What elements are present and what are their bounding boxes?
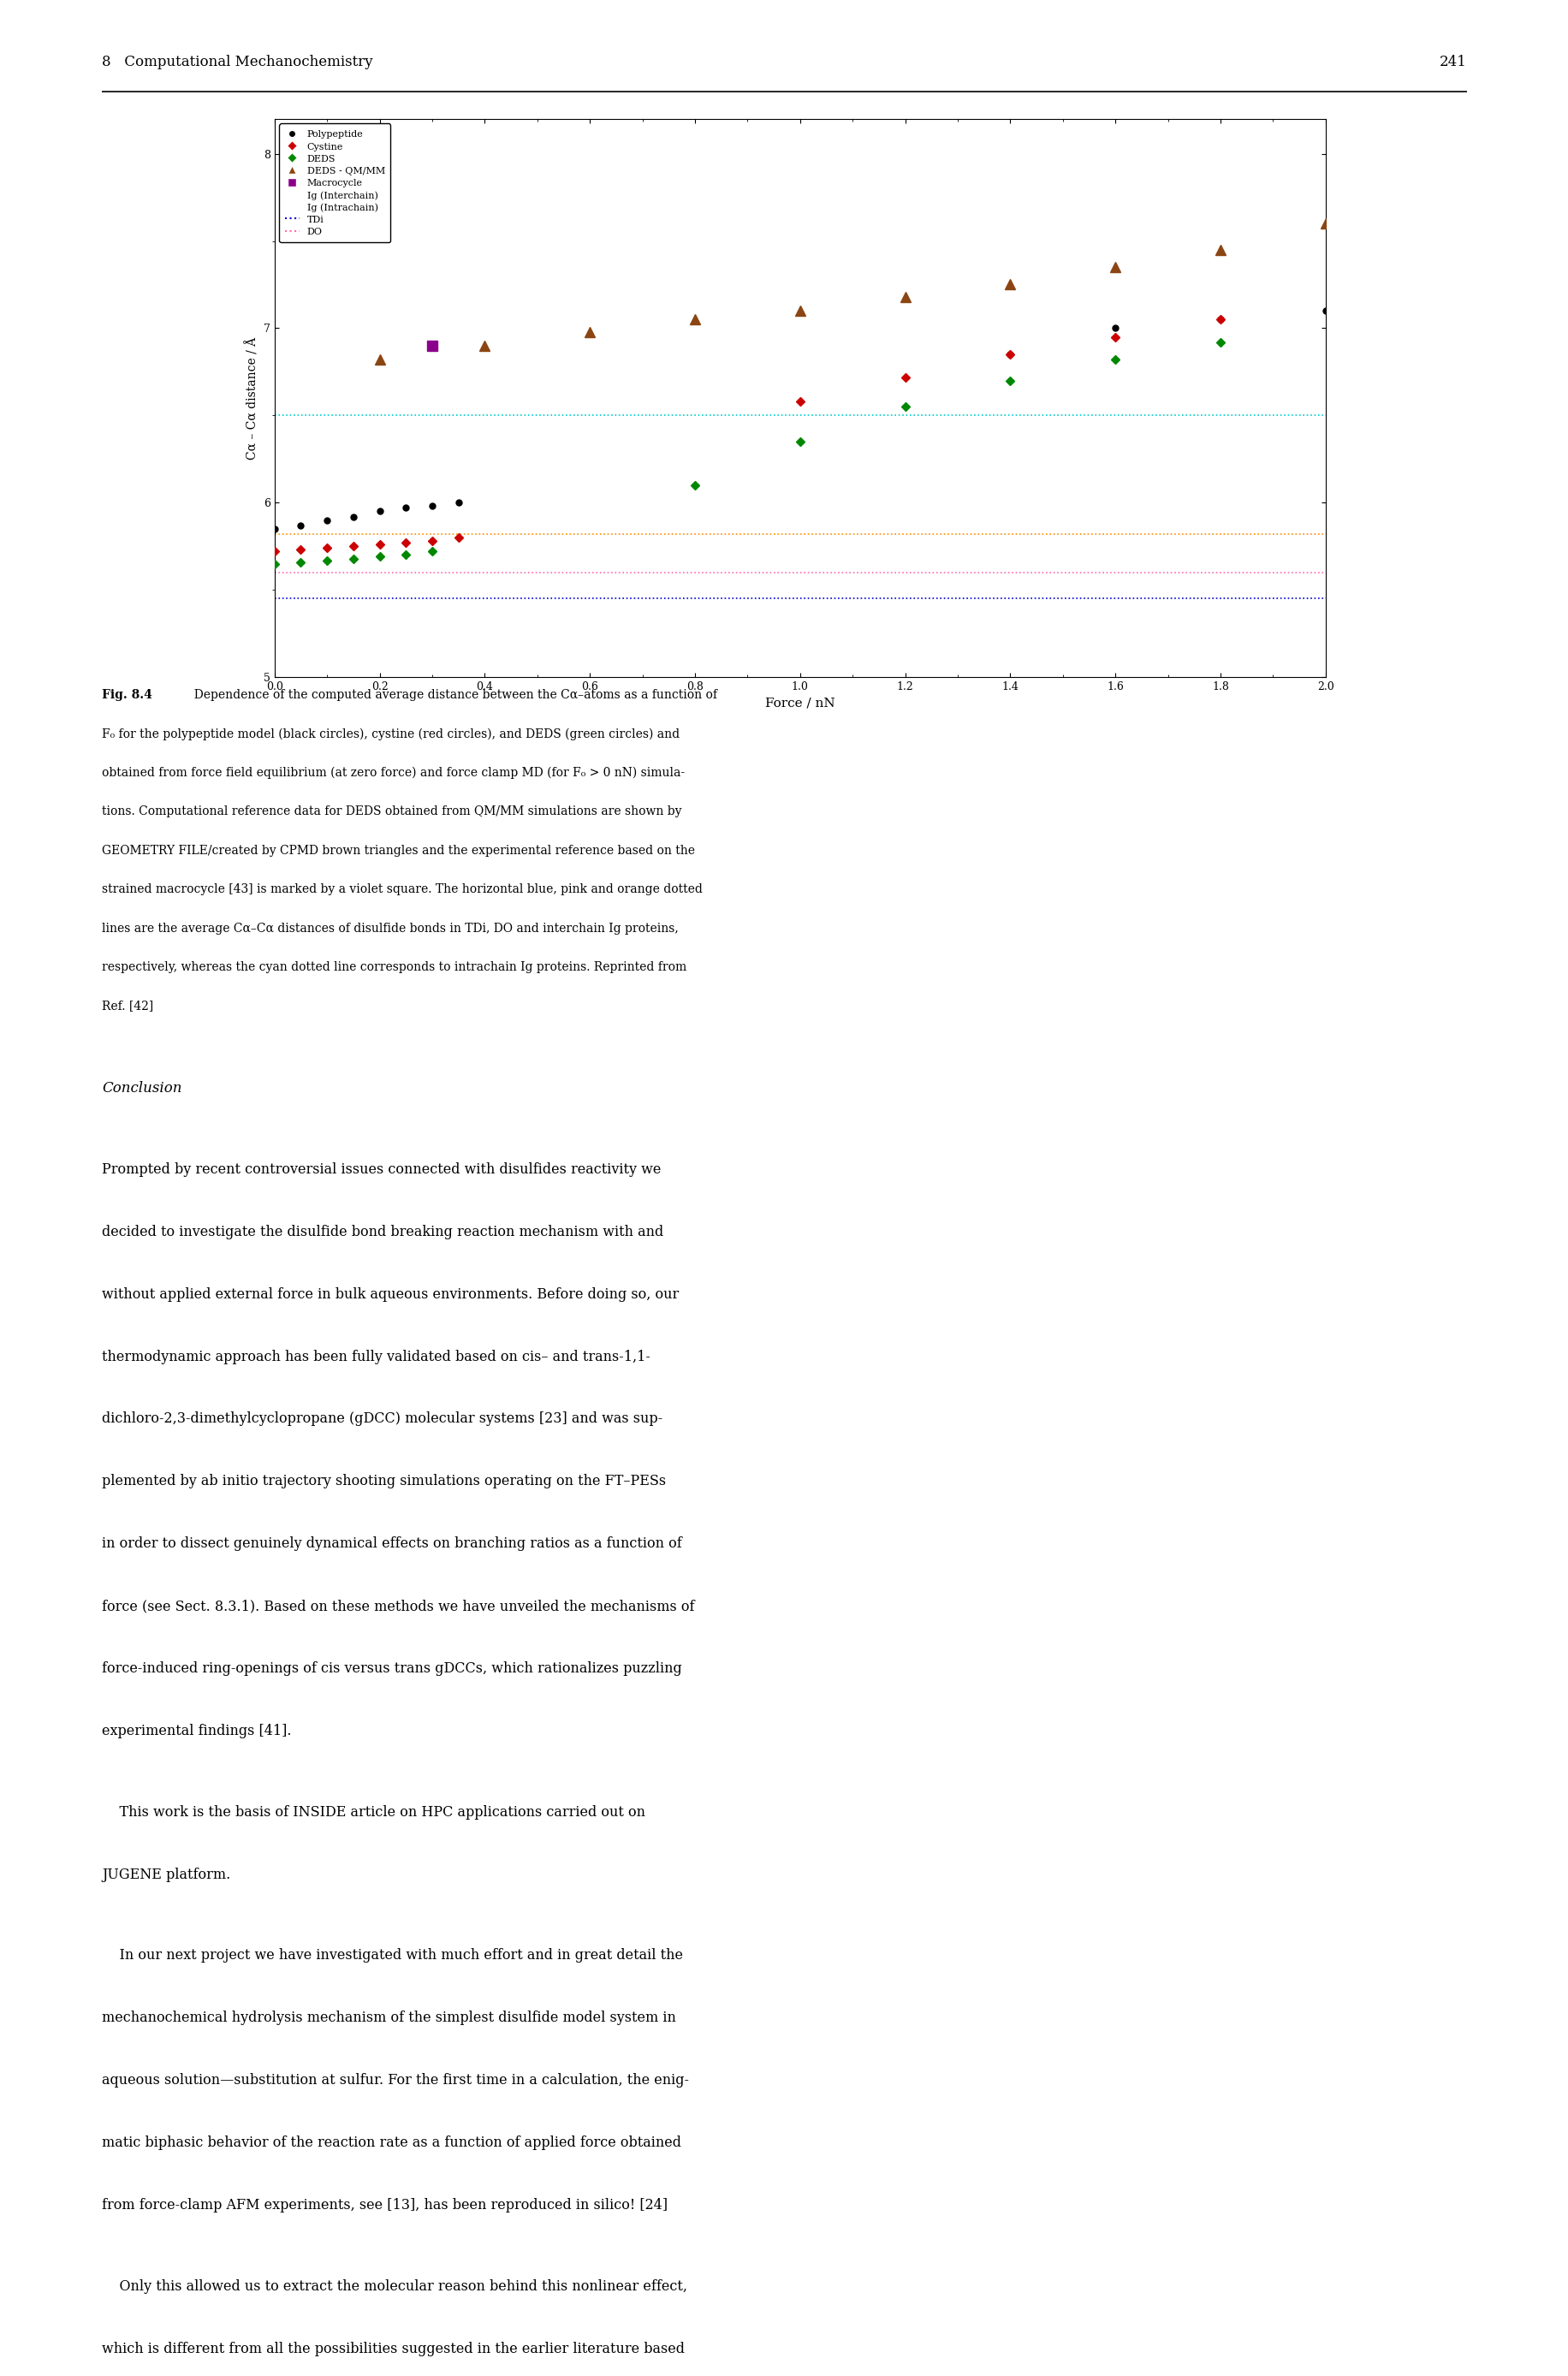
Text: Fig. 8.4: Fig. 8.4 — [102, 689, 152, 701]
Text: Prompted by recent controversial issues connected with disulfides reactivity we: Prompted by recent controversial issues … — [102, 1162, 660, 1176]
Text: Conclusion: Conclusion — [102, 1081, 182, 1095]
Text: strained macrocycle [43] is marked by a violet square. The horizontal blue, pink: strained macrocycle [43] is marked by a … — [102, 884, 702, 896]
Text: In our next project we have investigated with much effort and in great detail th: In our next project we have investigated… — [102, 1948, 682, 1963]
Text: Ref. [42]: Ref. [42] — [102, 1000, 154, 1012]
Text: decided to investigate the disulfide bond breaking reaction mechanism with and: decided to investigate the disulfide bon… — [102, 1224, 663, 1240]
Text: plemented by ab initio trajectory shooting simulations operating on the FT–PESs: plemented by ab initio trajectory shooti… — [102, 1473, 666, 1490]
Text: tions. Computational reference data for DEDS obtained from QM/MM simulations are: tions. Computational reference data for … — [102, 805, 682, 817]
Text: Only this allowed us to extract the molecular reason behind this nonlinear effec: Only this allowed us to extract the mole… — [102, 2279, 687, 2293]
Text: from force-clamp AFM experiments, see [13], has been reproduced in silico! [24]: from force-clamp AFM experiments, see [1… — [102, 2198, 668, 2212]
Text: without applied external force in bulk aqueous environments. Before doing so, ou: without applied external force in bulk a… — [102, 1288, 679, 1302]
Text: GEOMETRY FILE/created by CPMD brown triangles and the experimental reference bas: GEOMETRY FILE/created by CPMD brown tria… — [102, 843, 695, 855]
Text: in order to dissect genuinely dynamical effects on branching ratios as a functio: in order to dissect genuinely dynamical … — [102, 1537, 682, 1552]
Legend: Polypeptide, Cystine, DEDS, DEDS - QM/MM, Macrocycle, Ig (Interchain), Ig (Intra: Polypeptide, Cystine, DEDS, DEDS - QM/MM… — [279, 124, 390, 242]
Text: force-induced ring-openings of cis versus trans gDCCs, which rationalizes puzzli: force-induced ring-openings of cis versu… — [102, 1661, 682, 1675]
Y-axis label: Cα – Cα distance / Å: Cα – Cα distance / Å — [246, 337, 259, 459]
Text: Dependence of the computed average distance between the Cα–atoms as a function o: Dependence of the computed average dista… — [187, 689, 717, 701]
Text: lines are the average Cα–Cα distances of disulfide bonds in TDi, DO and intercha: lines are the average Cα–Cα distances of… — [102, 922, 679, 934]
Text: respectively, whereas the cyan dotted line corresponds to intrachain Ig proteins: respectively, whereas the cyan dotted li… — [102, 962, 687, 974]
Text: aqueous solution—substitution at sulfur. For the first time in a calculation, th: aqueous solution—substitution at sulfur.… — [102, 2074, 688, 2089]
Text: mechanochemical hydrolysis mechanism of the simplest disulfide model system in: mechanochemical hydrolysis mechanism of … — [102, 2010, 676, 2024]
Text: matic biphasic behavior of the reaction rate as a function of applied force obta: matic biphasic behavior of the reaction … — [102, 2136, 681, 2150]
Text: experimental findings [41].: experimental findings [41]. — [102, 1723, 292, 1739]
Text: thermodynamic approach has been fully validated based on cis– and trans-1,1-: thermodynamic approach has been fully va… — [102, 1350, 651, 1364]
Text: This work is the basis of INSIDE article on HPC applications carried out on: This work is the basis of INSIDE article… — [102, 1806, 644, 1820]
Text: F₀ for the polypeptide model (black circles), cystine (red circles), and DEDS (g: F₀ for the polypeptide model (black circ… — [102, 727, 679, 741]
X-axis label: Force / nN: Force / nN — [765, 696, 834, 708]
Text: which is different from all the possibilities suggested in the earlier literatur: which is different from all the possibil… — [102, 2340, 685, 2357]
Text: obtained from force field equilibrium (at zero force) and force clamp MD (for F₀: obtained from force field equilibrium (a… — [102, 767, 685, 779]
Text: 8   Computational Mechanochemistry: 8 Computational Mechanochemistry — [102, 55, 373, 69]
Text: 241: 241 — [1439, 55, 1466, 69]
Text: dichloro-2,3-dimethylcyclopropane (gDCC) molecular systems [23] and was sup-: dichloro-2,3-dimethylcyclopropane (gDCC)… — [102, 1411, 662, 1426]
Text: JUGENE platform.: JUGENE platform. — [102, 1868, 230, 1882]
Text: force (see Sect. 8.3.1). Based on these methods we have unveiled the mechanisms : force (see Sect. 8.3.1). Based on these … — [102, 1599, 695, 1613]
